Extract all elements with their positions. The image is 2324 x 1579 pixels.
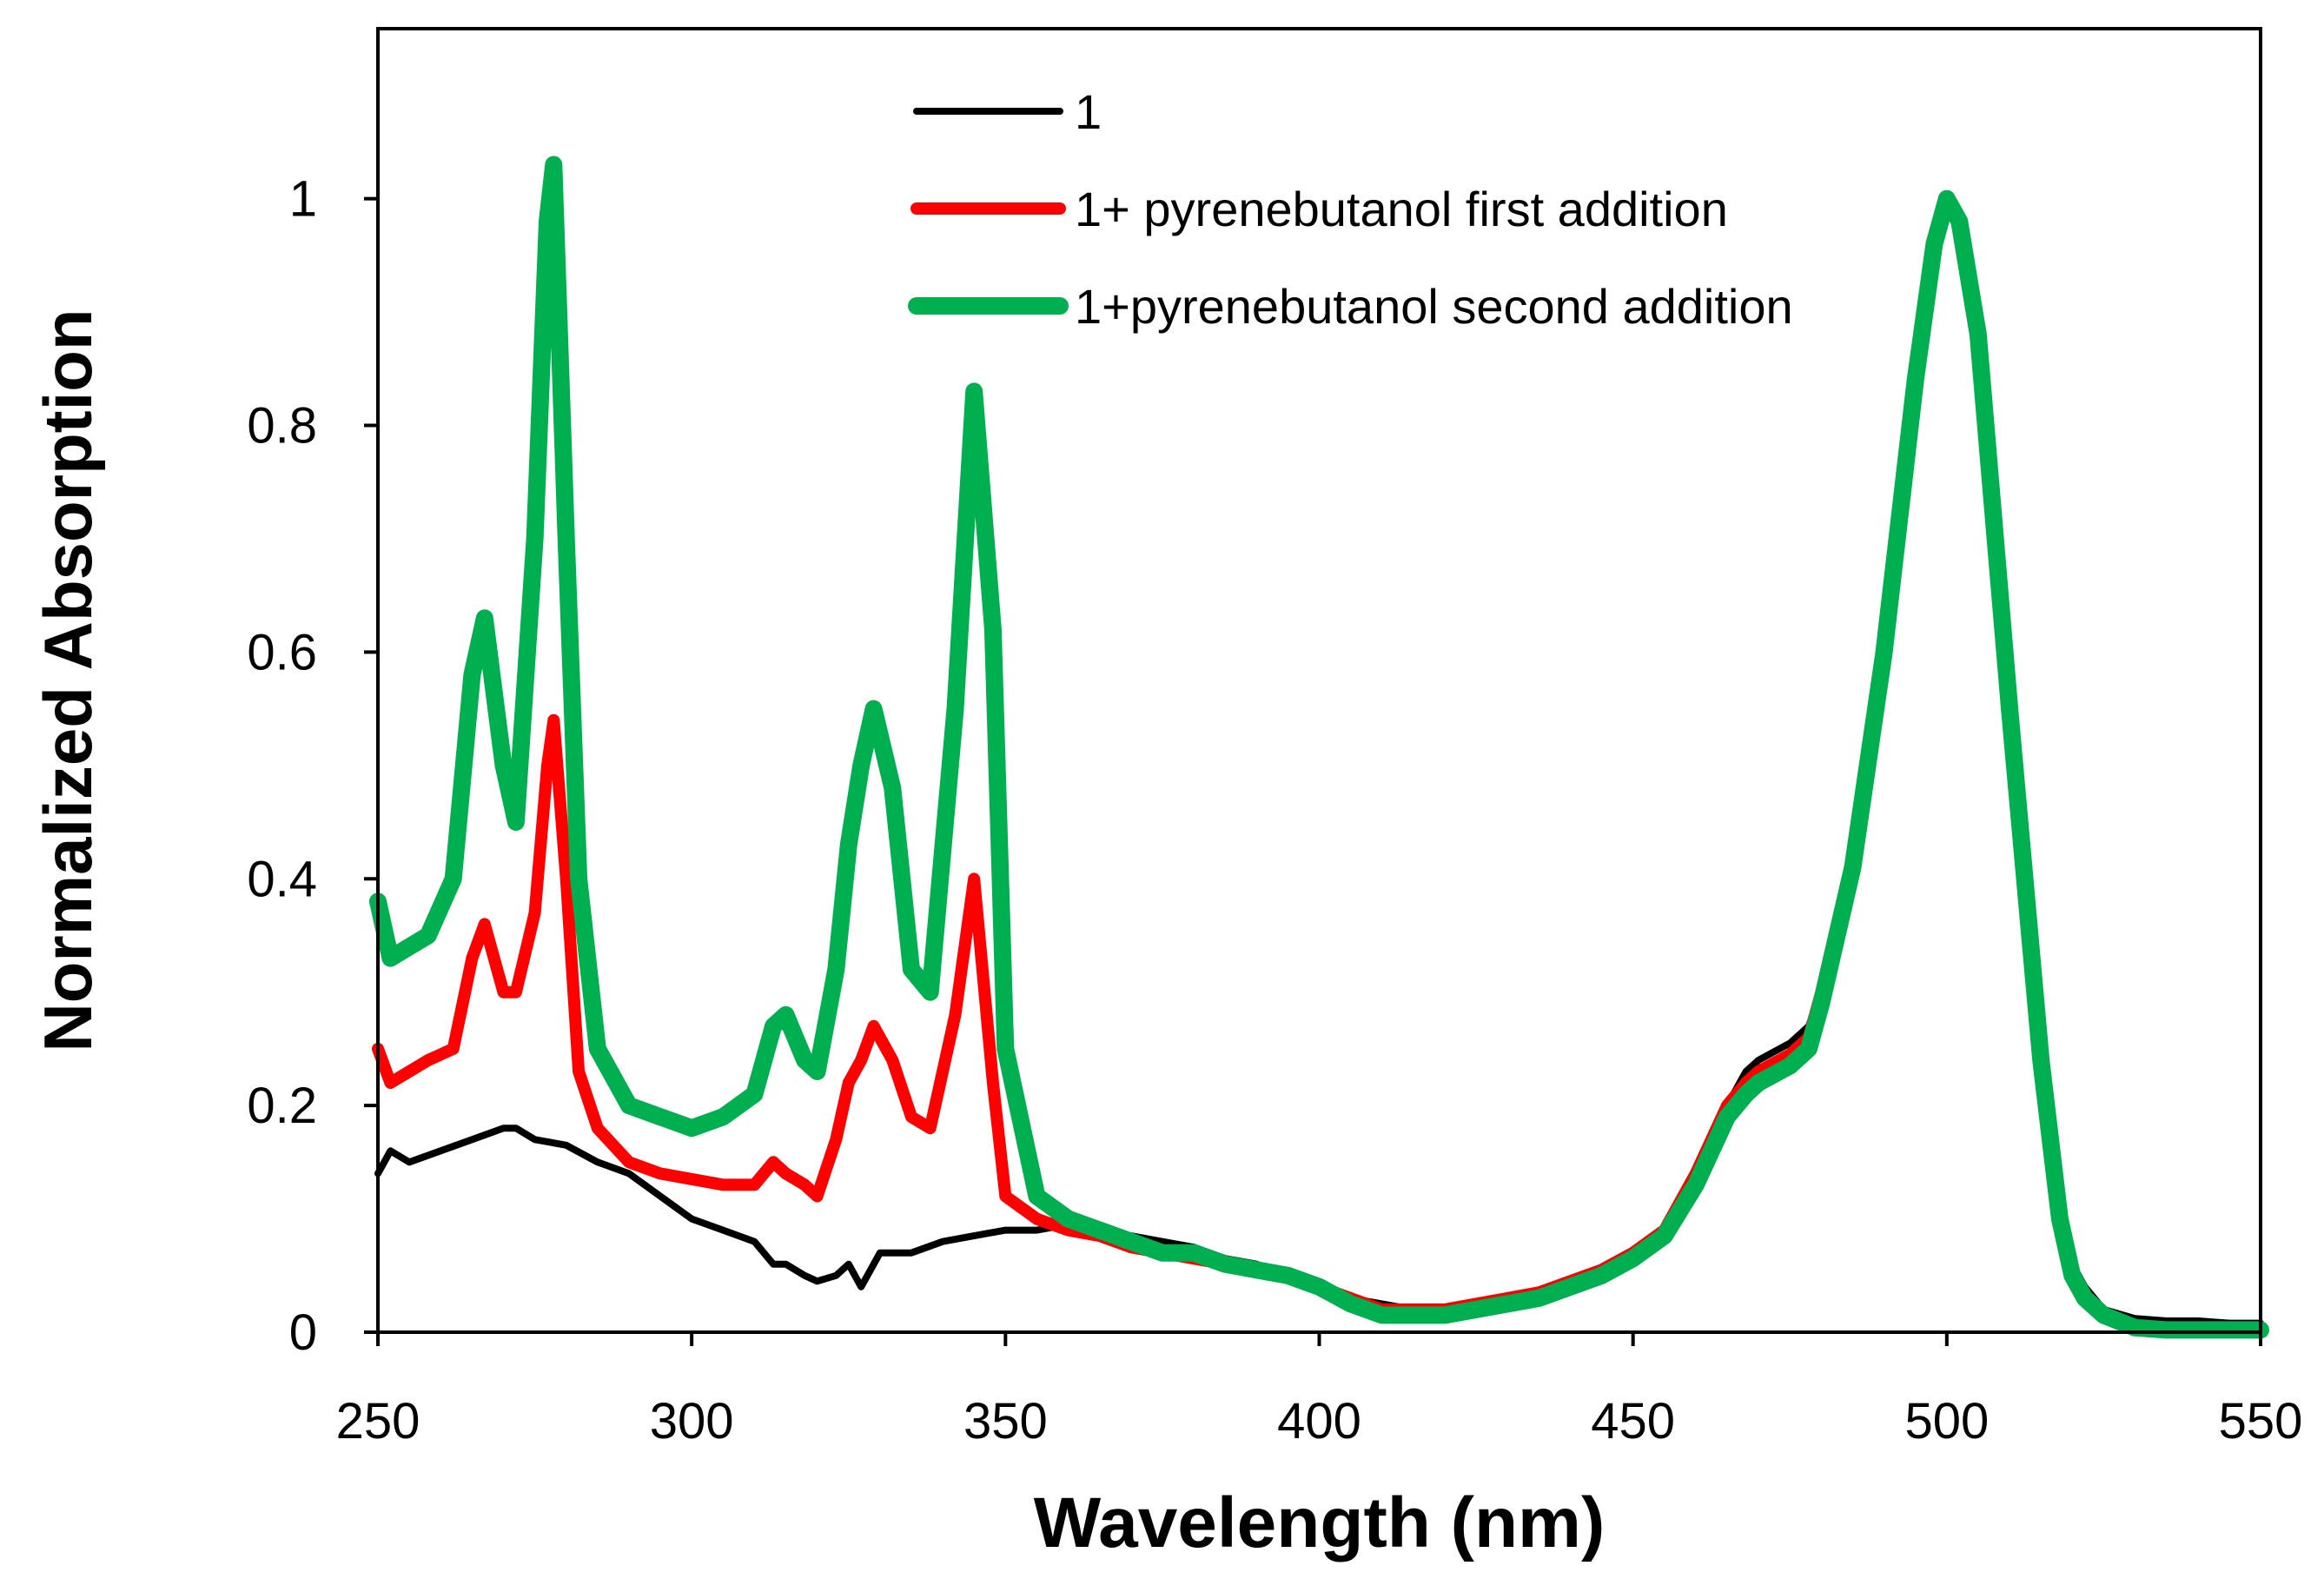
x-tick-label: 250 — [336, 1393, 420, 1450]
legend-label-second-addition: 1+pyrenebutanol second addition — [1075, 279, 1793, 334]
series-line-2 — [369, 156, 2269, 1339]
ticks-layer: 250 300 350 400 450 500 550 0 0.2 0.4 0.6 0.8 1 — [247, 171, 2302, 1450]
y-tick-label: 0 — [289, 1304, 317, 1361]
x-tick-label: 350 — [963, 1393, 1048, 1450]
legend-label-first-addition: 1+ pyrenebutanol first addition — [1075, 182, 1728, 236]
x-tick-label: 400 — [1277, 1393, 1361, 1450]
legend-label-1: 1 — [1075, 84, 1102, 139]
y-tick-label: 1 — [289, 171, 317, 228]
x-tick-label: 450 — [1591, 1393, 1675, 1450]
y-axis-title: Normalized Absorption — [30, 309, 106, 1052]
x-axis-title: Wavelength (nm) — [1034, 1483, 1606, 1562]
legend: 1 1+ pyrenebutanol first addition 1+pyre… — [908, 84, 1793, 334]
x-tick-label: 550 — [2219, 1393, 2303, 1450]
series-layer — [369, 156, 2269, 1339]
y-tick-label: 0.2 — [247, 1078, 317, 1134]
y-tick-label: 0.6 — [247, 624, 317, 680]
y-tick-label: 0.8 — [247, 398, 317, 454]
y-tick-label: 0.4 — [247, 851, 317, 907]
x-tick-label: 300 — [650, 1393, 734, 1450]
x-tick-label: 500 — [1904, 1393, 1989, 1450]
